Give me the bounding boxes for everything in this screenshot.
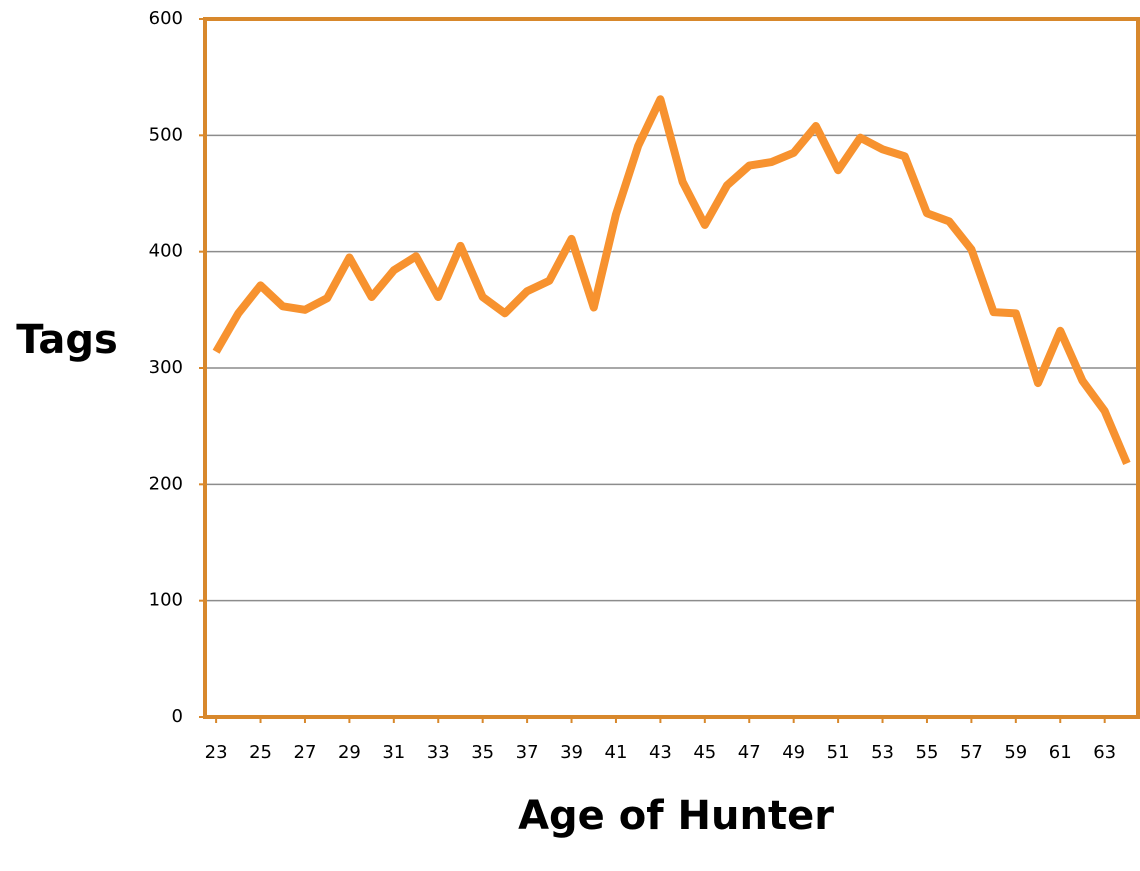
x-tick-label: 33 bbox=[427, 742, 450, 763]
y-tick-label: 500 bbox=[149, 124, 183, 145]
x-tick-label: 59 bbox=[1004, 742, 1027, 763]
x-tick-label: 37 bbox=[516, 742, 539, 763]
x-tick-label: 45 bbox=[693, 742, 716, 763]
x-tick-label: 51 bbox=[827, 742, 850, 763]
x-tick-label: 63 bbox=[1093, 742, 1116, 763]
plot-border bbox=[203, 17, 1140, 719]
y-tick-label: 400 bbox=[149, 241, 183, 262]
y-tick-label: 100 bbox=[149, 590, 183, 611]
y-tick-label: 600 bbox=[149, 8, 183, 29]
x-tick-label: 31 bbox=[382, 742, 405, 763]
x-tick-label: 43 bbox=[649, 742, 672, 763]
x-axis-title: Age of Hunter bbox=[518, 793, 834, 839]
x-tick-label: 29 bbox=[338, 742, 361, 763]
x-tick-label: 27 bbox=[294, 742, 317, 763]
x-tick-label: 25 bbox=[249, 742, 272, 763]
x-tick-label: 35 bbox=[471, 742, 494, 763]
x-tick-label: 53 bbox=[871, 742, 894, 763]
x-tick-label: 55 bbox=[916, 742, 939, 763]
x-tick-label: 57 bbox=[960, 742, 983, 763]
y-axis-title: Tags bbox=[16, 317, 118, 363]
y-tick-label: 200 bbox=[149, 473, 183, 494]
y-tick-label: 0 bbox=[172, 706, 183, 727]
x-tick-label: 61 bbox=[1049, 742, 1072, 763]
x-tick-label: 41 bbox=[605, 742, 628, 763]
y-tick-label: 300 bbox=[149, 357, 183, 378]
x-tick-label: 23 bbox=[205, 742, 228, 763]
x-tick-label: 47 bbox=[738, 742, 761, 763]
data-line bbox=[212, 95, 1131, 465]
x-tick-label: 49 bbox=[782, 742, 805, 763]
x-tick-label: 39 bbox=[560, 742, 583, 763]
